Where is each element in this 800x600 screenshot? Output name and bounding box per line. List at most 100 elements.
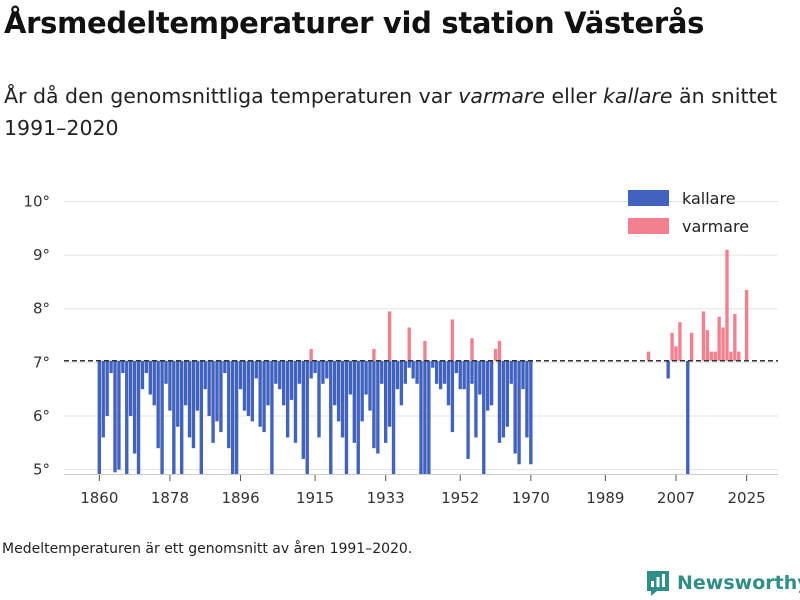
bar-varmare-1930[interactable] [372, 348, 376, 361]
bar-kallare-2010[interactable] [686, 360, 690, 475]
bar-kallare-1933[interactable] [384, 360, 388, 443]
bar-kallare-1915[interactable] [313, 360, 317, 374]
bar-kallare-1958[interactable] [482, 360, 486, 475]
bar-varmare-1950[interactable] [450, 319, 455, 361]
bar-kallare-1912[interactable] [301, 360, 305, 459]
bar-kallare-1884[interactable] [191, 360, 196, 449]
bar-kallare-1952[interactable] [458, 360, 462, 390]
bar-kallare-1909[interactable] [289, 360, 294, 400]
bar-varmare-2021[interactable] [729, 351, 733, 361]
bar-kallare-2005[interactable] [666, 360, 670, 379]
bar-varmare-1962[interactable] [497, 340, 502, 361]
bar-varmare-2022[interactable] [733, 314, 737, 361]
bar-varmare-1914[interactable] [309, 348, 313, 361]
bar-kallare-1860[interactable] [97, 360, 101, 475]
bar-kallare-1965[interactable] [509, 360, 513, 384]
legend[interactable]: kallare varmare [628, 189, 749, 236]
bar-kallare-1892[interactable] [223, 360, 227, 374]
bar-kallare-1939[interactable] [407, 360, 411, 368]
bar-kallare-1968[interactable] [521, 360, 525, 390]
bar-kallare-1894[interactable] [231, 360, 235, 475]
bar-kallare-1898[interactable] [246, 360, 251, 416]
bar-kallare-1944[interactable] [427, 360, 431, 475]
bar-kallare-1883[interactable] [187, 360, 192, 438]
bar-kallare-1878[interactable] [168, 360, 172, 411]
bar-kallare-1891[interactable] [219, 360, 223, 433]
bar-kallare-1937[interactable] [399, 360, 404, 406]
bar-varmare-2014[interactable] [701, 311, 706, 361]
bar-kallare-1893[interactable] [227, 360, 231, 449]
bar-kallare-1929[interactable] [368, 360, 372, 411]
newsworthy-logo[interactable]: Newsworthy [645, 568, 800, 598]
bar-varmare-2000[interactable] [646, 351, 651, 361]
bar-kallare-1901[interactable] [258, 360, 262, 427]
bar-kallare-1927[interactable] [360, 360, 364, 422]
bar-kallare-1956[interactable] [474, 360, 478, 438]
bar-kallare-1905[interactable] [274, 360, 278, 384]
bar-kallare-1959[interactable] [486, 360, 490, 411]
bar-varmare-2018[interactable] [717, 316, 721, 361]
bar-kallare-1967[interactable] [517, 360, 521, 465]
bar-kallare-1867[interactable] [125, 360, 129, 475]
bar-kallare-1890[interactable] [215, 360, 219, 422]
bar-kallare-1922[interactable] [340, 360, 345, 438]
bar-kallare-1940[interactable] [411, 360, 415, 379]
bar-kallare-1875[interactable] [156, 360, 160, 449]
bar-kallare-1938[interactable] [403, 360, 407, 384]
bar-kallare-1887[interactable] [203, 360, 207, 390]
bar-kallare-1946[interactable] [435, 360, 439, 384]
bar-kallare-1881[interactable] [180, 360, 184, 475]
bar-kallare-1874[interactable] [152, 360, 156, 406]
bar-kallare-1916[interactable] [317, 360, 321, 438]
bar-kallare-1931[interactable] [376, 360, 380, 454]
bar-varmare-2019[interactable] [721, 327, 725, 361]
bar-kallare-1913[interactable] [305, 360, 309, 475]
bar-kallare-1930[interactable] [372, 360, 376, 449]
bar-kallare-1897[interactable] [242, 360, 247, 411]
bar-kallare-1862[interactable] [105, 360, 109, 416]
bar-kallare-1951[interactable] [454, 360, 458, 374]
bar-kallare-1950[interactable] [450, 360, 455, 433]
bar-kallare-1926[interactable] [356, 360, 360, 475]
bar-kallare-1918[interactable] [325, 360, 329, 379]
bar-kallare-1908[interactable] [285, 360, 290, 438]
bar-kallare-1943[interactable] [423, 360, 427, 475]
bar-varmare-2008[interactable] [678, 322, 682, 361]
bar-kallare-1962[interactable] [497, 360, 502, 443]
bar-kallare-1963[interactable] [501, 360, 506, 438]
bar-kallare-1899[interactable] [250, 360, 254, 422]
bar-kallare-1921[interactable] [336, 360, 341, 422]
bar-kallare-1896[interactable] [238, 360, 243, 390]
bar-kallare-1970[interactable] [529, 360, 533, 465]
bar-varmare-2020[interactable] [725, 249, 729, 361]
bar-kallare-1900[interactable] [254, 360, 258, 379]
bar-kallare-1945[interactable] [431, 360, 435, 368]
bar-kallare-1953[interactable] [462, 360, 466, 390]
bar-kallare-1966[interactable] [513, 360, 517, 454]
bar-varmare-2007[interactable] [674, 346, 678, 361]
bar-kallare-1877[interactable] [164, 360, 168, 384]
bar-kallare-1904[interactable] [270, 360, 274, 475]
bar-kallare-1873[interactable] [148, 360, 152, 395]
bar-kallare-1928[interactable] [364, 360, 368, 395]
bar-kallare-1889[interactable] [211, 360, 215, 443]
bar-kallare-1863[interactable] [109, 360, 113, 374]
bar-kallare-1969[interactable] [525, 360, 529, 438]
bar-kallare-1954[interactable] [466, 360, 470, 459]
bar-kallare-1902[interactable] [262, 360, 266, 433]
bar-kallare-1932[interactable] [380, 360, 384, 384]
bar-kallare-1957[interactable] [478, 360, 482, 395]
bar-varmare-1939[interactable] [407, 327, 411, 361]
bar-kallare-1960[interactable] [489, 360, 494, 406]
bar-kallare-1868[interactable] [129, 360, 133, 416]
bar-varmare-2015[interactable] [705, 330, 710, 361]
bar-varmare-1943[interactable] [423, 340, 427, 361]
bar-kallare-1917[interactable] [321, 360, 325, 384]
bar-kallare-1949[interactable] [446, 360, 451, 406]
bar-kallare-1903[interactable] [266, 360, 270, 406]
bar-kallare-1911[interactable] [297, 360, 302, 384]
bar-kallare-1924[interactable] [348, 360, 353, 395]
bar-varmare-2006[interactable] [670, 332, 674, 361]
bar-kallare-1907[interactable] [282, 360, 286, 406]
bar-kallare-1936[interactable] [395, 360, 400, 390]
